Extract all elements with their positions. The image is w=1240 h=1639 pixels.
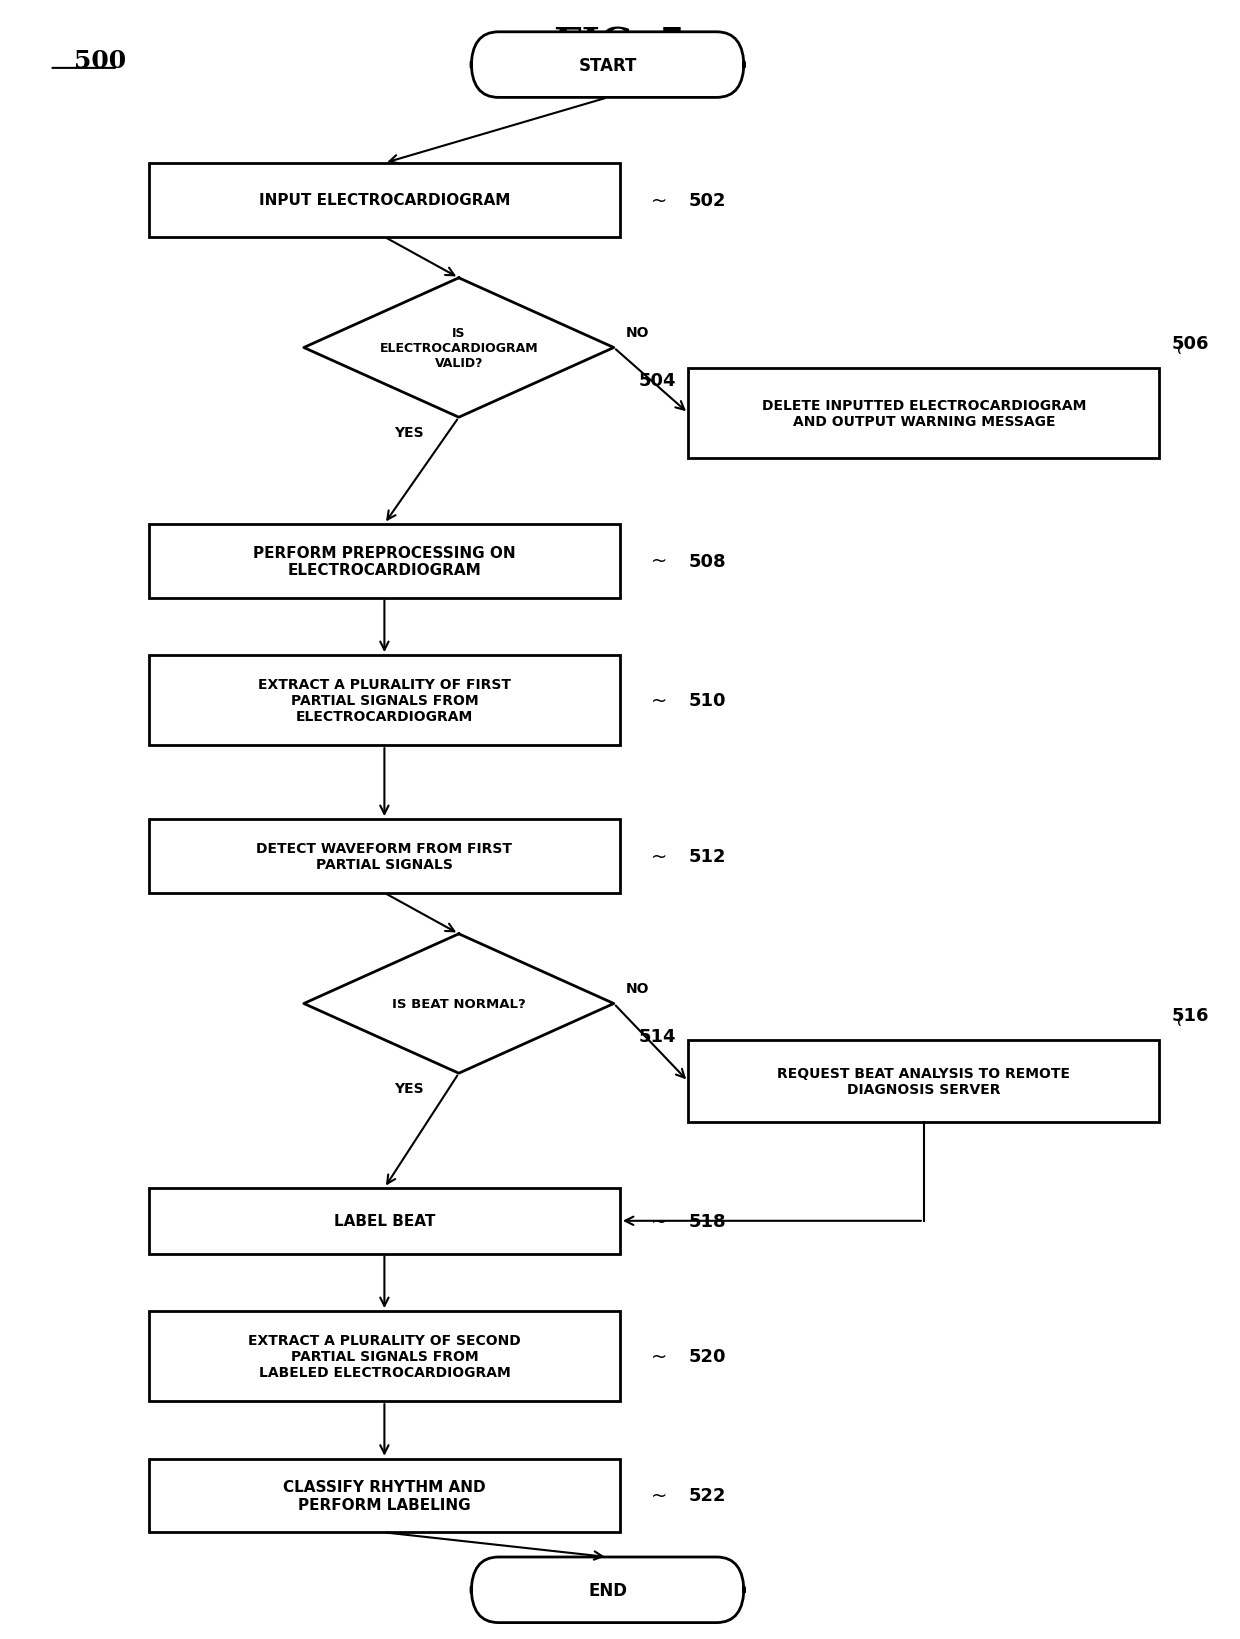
Text: END: END [588,1582,627,1598]
Text: ~: ~ [651,692,667,710]
Text: EXTRACT A PLURALITY OF FIRST
PARTIAL SIGNALS FROM
ELECTROCARDIOGRAM: EXTRACT A PLURALITY OF FIRST PARTIAL SIG… [258,677,511,724]
Text: 510: 510 [688,692,725,710]
Text: 518: 518 [688,1213,725,1229]
Text: DELETE INPUTTED ELECTROCARDIOGRAM
AND OUTPUT WARNING MESSAGE: DELETE INPUTTED ELECTROCARDIOGRAM AND OU… [761,398,1086,429]
Text: ~: ~ [651,1347,667,1365]
Text: NO: NO [626,326,650,341]
Text: ~: ~ [651,552,667,570]
FancyBboxPatch shape [471,33,744,98]
Text: IS
ELECTROCARDIOGRAM
VALID?: IS ELECTROCARDIOGRAM VALID? [379,326,538,370]
Text: DETECT WAVEFORM FROM FIRST
PARTIAL SIGNALS: DETECT WAVEFORM FROM FIRST PARTIAL SIGNA… [257,841,512,872]
Text: 512: 512 [688,847,725,865]
Text: ~: ~ [651,847,667,865]
Text: 516: 516 [1172,1006,1209,1024]
Text: REQUEST BEAT ANALYSIS TO REMOTE
DIAGNOSIS SERVER: REQUEST BEAT ANALYSIS TO REMOTE DIAGNOSI… [777,1067,1070,1096]
Polygon shape [304,934,614,1074]
Bar [149,1459,620,1532]
Bar [149,656,620,746]
Text: 500: 500 [74,49,126,72]
Text: CLASSIFY RHYTHM AND
PERFORM LABELING: CLASSIFY RHYTHM AND PERFORM LABELING [283,1480,486,1511]
Bar [149,524,620,598]
Text: 514: 514 [639,1028,676,1046]
Text: ~: ~ [651,1487,667,1505]
Text: FIG. 5: FIG. 5 [554,26,686,66]
Text: YES: YES [394,1082,424,1096]
FancyBboxPatch shape [471,1557,744,1623]
Bar [149,820,620,893]
Text: EXTRACT A PLURALITY OF SECOND
PARTIAL SIGNALS FROM
LABELED ELECTROCARDIOGRAM: EXTRACT A PLURALITY OF SECOND PARTIAL SI… [248,1333,521,1380]
Text: IS BEAT NORMAL?: IS BEAT NORMAL? [392,998,526,1010]
Text: 502: 502 [688,192,725,210]
Bar [149,1188,620,1254]
Text: INPUT ELECTROCARDIOGRAM: INPUT ELECTROCARDIOGRAM [259,193,510,208]
Text: 520: 520 [688,1347,725,1365]
Polygon shape [304,279,614,418]
Text: ~: ~ [1169,1008,1188,1024]
Text: 504: 504 [639,372,676,390]
Bar [149,164,620,238]
Text: ~: ~ [651,192,667,210]
Bar [688,369,1159,459]
Text: 522: 522 [688,1487,725,1505]
Bar [149,1311,620,1401]
Bar [688,1041,1159,1123]
Text: NO: NO [626,982,650,997]
Text: ~: ~ [651,1211,667,1231]
Text: 506: 506 [1172,334,1209,352]
Text: 508: 508 [688,552,725,570]
Text: PERFORM PREPROCESSING ON
ELECTROCARDIOGRAM: PERFORM PREPROCESSING ON ELECTROCARDIOGR… [253,546,516,577]
Text: LABEL BEAT: LABEL BEAT [334,1213,435,1229]
Text: START: START [578,57,637,74]
Text: ~: ~ [1169,336,1188,352]
Text: YES: YES [394,426,424,441]
